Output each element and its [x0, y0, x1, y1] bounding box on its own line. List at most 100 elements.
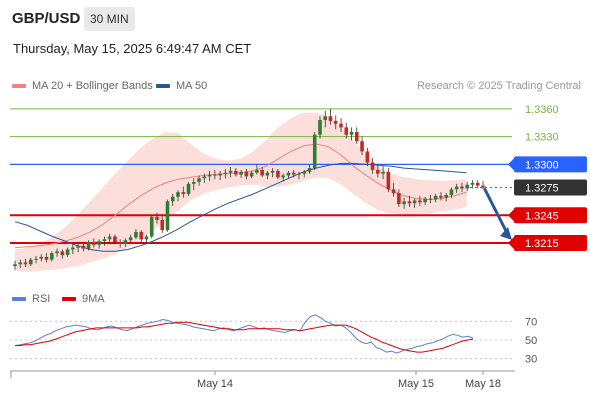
forecast-arrow-head [500, 227, 512, 240]
candle [360, 136, 364, 156]
candle-body [34, 258, 38, 260]
candle-body [81, 245, 86, 249]
candle-body [286, 172, 291, 176]
candle [228, 167, 233, 178]
candle-body [323, 116, 328, 120]
candle-body [307, 168, 312, 172]
candle-body [170, 196, 175, 202]
candle-body [423, 198, 427, 203]
candle [260, 167, 264, 178]
candle-body [86, 242, 91, 249]
candle-body [191, 181, 196, 184]
candle [460, 182, 464, 193]
candle [444, 193, 448, 202]
candle [255, 164, 259, 175]
candle-body [60, 251, 65, 256]
candle [376, 164, 380, 178]
candle [128, 234, 133, 243]
candle-body [181, 192, 186, 194]
level-badge-1.3215 [514, 235, 587, 251]
report-timestamp: Thursday, May 15, 2025 6:49:47 AM CET [13, 41, 252, 56]
candle [370, 157, 375, 174]
rsi-9ma-line [15, 321, 474, 353]
candle-body [239, 171, 243, 175]
candle-body [260, 169, 264, 176]
candle [354, 127, 359, 145]
candle-body [333, 120, 338, 124]
candle [50, 251, 54, 262]
candle [449, 187, 454, 198]
x-tick-label: May 15 [398, 378, 434, 390]
candle [439, 192, 443, 201]
candle [381, 166, 385, 180]
candle-body [318, 119, 322, 135]
candle [123, 238, 128, 247]
candle [71, 243, 75, 255]
candle [407, 195, 412, 207]
candle [276, 169, 280, 180]
candle [28, 257, 33, 267]
candles [13, 108, 485, 270]
candle [249, 170, 254, 179]
candle [197, 175, 201, 186]
level-label-1.3360: 1.3360 [525, 104, 559, 116]
candle-body [381, 171, 385, 174]
candle-body [97, 241, 101, 245]
candle [339, 118, 343, 132]
candle [165, 199, 170, 232]
candle-body [39, 256, 44, 259]
candle [76, 243, 80, 253]
candle [176, 190, 180, 202]
candle [323, 110, 328, 128]
candle-body [134, 231, 138, 238]
candle-body [123, 240, 128, 244]
candle-body [92, 242, 96, 245]
candle [428, 194, 433, 204]
candle-body [186, 183, 191, 194]
candle [297, 171, 301, 180]
candle-body [18, 262, 23, 265]
candle-body [312, 134, 317, 169]
candle [270, 168, 275, 178]
candle-body [407, 201, 412, 204]
legend-9ma: 9MA [62, 293, 105, 305]
level-label-1.3300: 1.3300 [525, 159, 559, 171]
level-label-1.3275: 1.3275 [525, 183, 559, 195]
candle [223, 169, 228, 179]
legend-ma50: MA 50 [156, 80, 207, 92]
candle [481, 181, 485, 190]
candle-body [50, 253, 54, 260]
candle-body [449, 189, 454, 195]
candle [365, 147, 370, 167]
candle-body [270, 170, 275, 173]
research-credit: Research © 2025 Trading Central [416, 80, 581, 92]
rsi-label: RSI [32, 293, 51, 305]
bollinger-band-fill [15, 112, 467, 272]
chart-header: GBP/USD 30 MIN [0, 0, 590, 38]
forecast-arrow [483, 188, 512, 240]
candle-body [176, 192, 180, 197]
candle [149, 215, 154, 239]
candle [102, 236, 107, 246]
candle [244, 169, 249, 180]
candle-body [428, 198, 433, 200]
candle-body [197, 178, 201, 182]
timeframe-badge[interactable]: 30 MIN [84, 7, 135, 31]
candle-body [149, 217, 154, 237]
candle-body [76, 245, 80, 248]
candle-body [297, 173, 301, 175]
candle [39, 254, 44, 262]
candle-body [433, 195, 438, 200]
candle [191, 178, 196, 191]
candle [386, 168, 391, 193]
candle-body [470, 182, 475, 185]
legend-rsi: RSI [12, 293, 50, 305]
candle-body [128, 237, 133, 241]
candle-body [475, 182, 480, 186]
candle-body [460, 186, 464, 189]
candle-body [228, 170, 233, 173]
x-tick-label: May 14 [197, 378, 233, 390]
candle-body [339, 123, 343, 128]
ma50-swatch [156, 84, 170, 89]
